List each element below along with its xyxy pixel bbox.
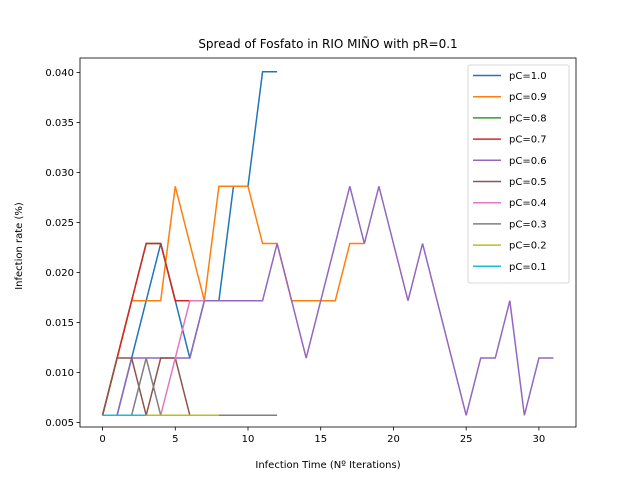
- y-tick-label: 0.010: [45, 368, 74, 379]
- x-tick-label: 15: [314, 434, 327, 445]
- y-tick-label: 0.040: [45, 68, 74, 79]
- axes-frame: [79, 57, 577, 428]
- x-tick-label: 5: [172, 434, 178, 445]
- y-tick-label: 0.015: [45, 318, 74, 329]
- x-tick-label: 0: [99, 434, 105, 445]
- y-tick-label: 0.030: [45, 168, 74, 179]
- plot-area: 0 5 10 15 20 25 30 0.005 0.010 0.015 0.020 0.025 0.0…: [45, 57, 577, 445]
- legend-label: pC=0.8: [509, 113, 547, 124]
- x-axis-label: Infection Time (Nº Iterations): [255, 460, 400, 471]
- x-tick-label: 30: [533, 434, 546, 445]
- legend-box: [467, 64, 570, 284]
- chart-title: Spread of Fosfato in RIO MIÑO with pR=0.…: [198, 36, 457, 51]
- y-axis-label: Infection rate (%): [14, 202, 25, 290]
- legend-label: pC=0.1: [509, 262, 547, 273]
- legend-label: pC=1.0: [509, 71, 547, 82]
- legend-label: pC=0.2: [509, 241, 547, 252]
- x-tick-label: 10: [242, 434, 255, 445]
- legend-label: pC=0.6: [509, 156, 547, 167]
- y-tick-label: 0.035: [45, 118, 74, 129]
- x-tick-label: 25: [460, 434, 473, 445]
- y-tick-label: 0.005: [45, 418, 74, 429]
- legend: pC=1.0 pC=0.9 pC=0.8 pC=0.7 pC=0.6 pC=0.5 pC=0…: [467, 64, 570, 284]
- series-line-5: [102, 186, 554, 417]
- y-tick-label: 0.025: [45, 218, 74, 229]
- legend-label: pC=0.9: [509, 92, 547, 103]
- legend-label: pC=0.4: [509, 198, 547, 209]
- legend-label: pC=0.3: [509, 219, 547, 230]
- legend-label: pC=0.5: [509, 177, 547, 188]
- y-tick-label: 0.020: [45, 268, 74, 279]
- x-tick-label: 20: [387, 434, 400, 445]
- legend-label: pC=0.7: [509, 135, 547, 146]
